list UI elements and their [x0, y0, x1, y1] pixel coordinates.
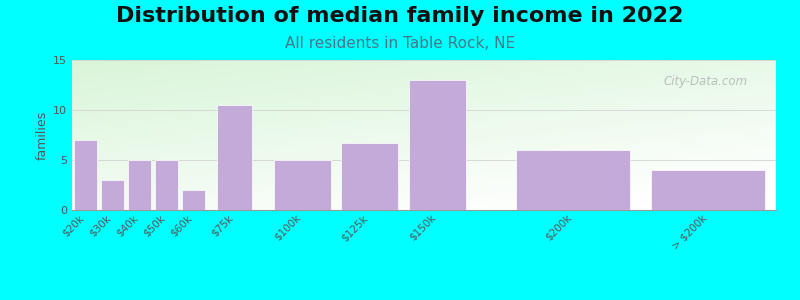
Text: All residents in Table Rock, NE: All residents in Table Rock, NE: [285, 36, 515, 51]
Bar: [409, 80, 466, 210]
Bar: [182, 190, 206, 210]
Bar: [651, 170, 765, 210]
Text: Distribution of median family income in 2022: Distribution of median family income in …: [116, 6, 684, 26]
Bar: [516, 150, 630, 210]
Y-axis label: families: families: [36, 110, 49, 160]
Bar: [74, 140, 97, 210]
Text: City-Data.com: City-Data.com: [664, 75, 748, 88]
Bar: [102, 180, 124, 210]
Bar: [128, 160, 151, 210]
Bar: [342, 143, 398, 210]
Bar: [155, 160, 178, 210]
Bar: [218, 105, 251, 210]
Bar: [274, 160, 330, 210]
